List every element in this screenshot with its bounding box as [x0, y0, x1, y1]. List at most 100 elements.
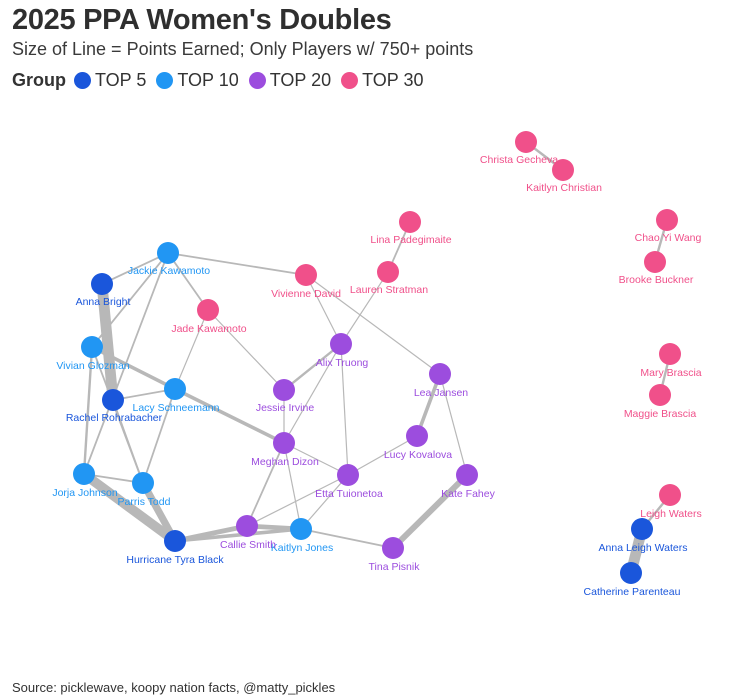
legend-swatch-top5	[74, 71, 91, 89]
node-label-lina: Lina Padegimaite	[370, 234, 451, 246]
legend-label-top10: TOP 10	[177, 69, 239, 90]
edge-alix-meghan	[283, 343, 342, 444]
chart-subtitle: Size of Line = Points Earned; Only Playe…	[12, 39, 474, 59]
node-kaitlyce[interactable]	[290, 518, 312, 540]
node-tyra[interactable]	[164, 530, 186, 552]
edge-lauren-alix	[340, 271, 389, 345]
edge-jorja-tyra	[79, 469, 180, 546]
node-rachel[interactable]	[102, 389, 124, 411]
node-label-jorja: Jorja Johnson	[52, 487, 118, 499]
node-label-lacy: Lacy Schneemann	[133, 402, 220, 414]
legend-swatch-top30	[341, 71, 359, 89]
legend-swatch-top10	[156, 71, 174, 89]
node-kaitlyn[interactable]	[552, 159, 574, 181]
legend-label-top30: TOP 30	[362, 69, 424, 90]
node-maggie[interactable]	[649, 384, 671, 406]
legend-item-top10[interactable]: TOP 10	[156, 69, 239, 91]
edge-vivienne-lea	[305, 274, 441, 375]
node-label-kaitlyn: Kaitlyn Christian	[526, 182, 602, 194]
edge-lea-lucy	[415, 372, 442, 438]
node-lucy[interactable]	[406, 425, 428, 447]
edge-tina-kate	[390, 472, 470, 551]
edge-alix-etta	[340, 343, 349, 476]
node-anna_bright[interactable]	[91, 273, 113, 295]
node-anna_leigh[interactable]	[631, 518, 653, 540]
edge-jade-lacy	[174, 309, 209, 390]
edge-lacy-parris	[142, 388, 176, 484]
node-label-parris: Parris Todd	[118, 496, 171, 508]
node-label-tina: Tina Pisnik	[369, 561, 421, 573]
node-chao[interactable]	[656, 209, 678, 231]
legend: Group TOP 5 TOP 10 TOP 20 TOP 30	[12, 69, 434, 91]
edge-jade-jessie	[207, 309, 285, 391]
edge-alix-jessie	[282, 342, 343, 392]
edge-jackie-vivienne	[167, 252, 307, 276]
node-label-chao: Chao Yi Wang	[635, 232, 702, 244]
edges-layer	[79, 140, 672, 579]
node-vivian[interactable]	[81, 336, 103, 358]
node-jorja[interactable]	[73, 463, 95, 485]
edge-jackie-jade	[167, 252, 209, 311]
node-label-meghan: Meghan Dizon	[251, 456, 319, 468]
node-label-tyra: Hurricane Tyra Black	[126, 554, 224, 566]
labels-layer: Christa Gecheva Kaitlyn Christian Lina Pad…	[52, 154, 701, 598]
node-label-lauren: Lauren Stratman	[350, 284, 428, 296]
node-callie[interactable]	[236, 515, 258, 537]
edge-etta-callie	[246, 474, 349, 527]
node-label-kaitlyce: Kaitlyn Jones	[271, 542, 333, 554]
node-label-callie: Callie Smith	[220, 539, 276, 551]
node-vivienne[interactable]	[295, 264, 317, 286]
node-label-jade: Jade Kawamoto	[171, 323, 246, 335]
node-label-rachel: Rachel Rohrabacher	[66, 412, 163, 424]
node-brooke[interactable]	[644, 251, 666, 273]
node-label-jackie: Jackie Kawamoto	[128, 265, 210, 277]
legend-item-top5[interactable]: TOP 5	[74, 70, 146, 91]
edge-meghan-kaitlyce	[283, 442, 302, 530]
node-lauren[interactable]	[377, 261, 399, 283]
node-lea[interactable]	[429, 363, 451, 385]
node-label-alix: Alix Truong	[316, 357, 369, 369]
node-tina[interactable]	[382, 537, 404, 559]
edge-meghan-callie	[246, 442, 285, 527]
node-label-lucy: Lucy Kovalova	[384, 449, 452, 461]
node-etta[interactable]	[337, 464, 359, 486]
legend-item-top30[interactable]: TOP 30	[341, 69, 424, 91]
edge-anna_bright-rachel	[96, 278, 119, 406]
legend-item-top20[interactable]: TOP 20	[248, 70, 331, 91]
node-catherine[interactable]	[620, 562, 642, 584]
node-mary[interactable]	[659, 343, 681, 365]
node-parris[interactable]	[132, 472, 154, 494]
node-label-lea: Lea Jansen	[414, 387, 468, 399]
edge-jackie-anna_bright	[101, 252, 169, 285]
legend-title: Group	[12, 69, 66, 90]
node-label-christa: Christa Gecheva	[480, 154, 558, 166]
edge-tyra-kaitlyce	[173, 527, 303, 543]
edge-rachel-parris	[112, 399, 144, 484]
legend-swatch-top20	[248, 71, 266, 89]
nodes-layer	[73, 131, 681, 584]
node-label-vivienne: Vivienne David	[271, 288, 341, 300]
edge-jorja-vivian	[82, 345, 94, 476]
node-label-anna_leigh: Anna Leigh Waters	[599, 542, 688, 554]
node-lina[interactable]	[399, 211, 421, 233]
node-alix[interactable]	[330, 333, 352, 355]
node-label-kate: Kate Fahey	[441, 488, 495, 500]
edge-lucy-etta	[347, 435, 418, 476]
node-leigh[interactable]	[659, 484, 681, 506]
node-kate[interactable]	[456, 464, 478, 486]
node-lacy[interactable]	[164, 378, 186, 400]
node-label-anna_bright: Anna Bright	[76, 296, 131, 308]
node-jade[interactable]	[197, 299, 219, 321]
edge-parris-tyra	[139, 479, 179, 545]
node-meghan[interactable]	[273, 432, 295, 454]
node-christa[interactable]	[515, 131, 537, 153]
edge-jackie-vivian	[91, 252, 169, 348]
node-label-etta: Etta Tuionetoa	[315, 488, 383, 500]
node-label-brooke: Brooke Buckner	[619, 274, 694, 286]
source-note: Source: picklewave, koopy nation facts, …	[12, 680, 336, 695]
edge-lea-kate	[439, 373, 468, 476]
node-jackie[interactable]	[157, 242, 179, 264]
edge-meghan-etta	[283, 442, 349, 476]
node-jessie[interactable]	[273, 379, 295, 401]
